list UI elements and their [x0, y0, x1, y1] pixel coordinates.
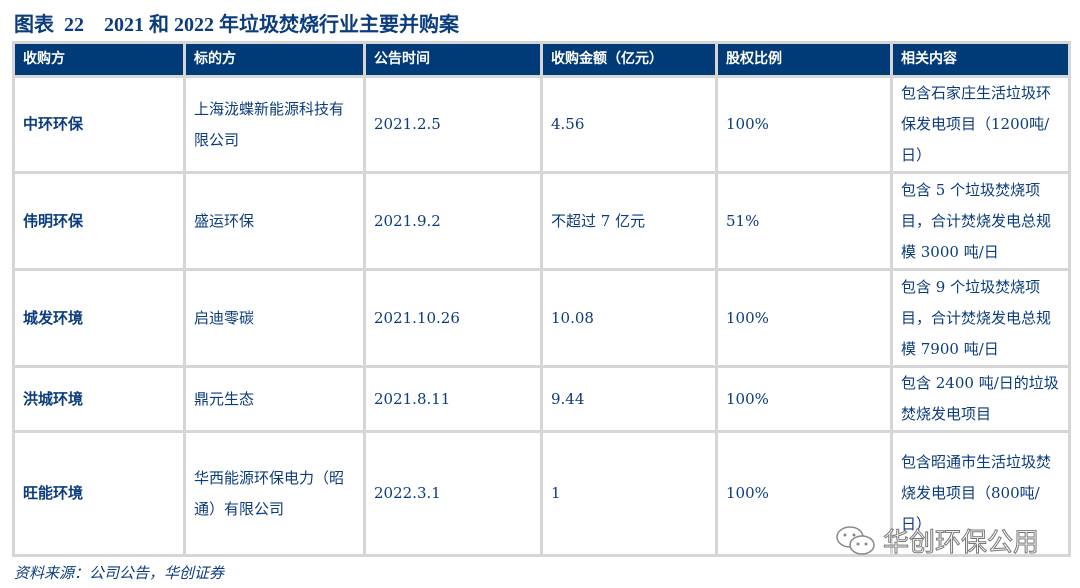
header-content: 相关内容: [890, 41, 1071, 78]
table-row: 旺能环境 华西能源环保电力（昭通）有限公司 2022.3.1 1 100% 包含昭通市生活…: [12, 430, 1071, 557]
header-equity: 股权比例: [715, 41, 893, 78]
header-target: 标的方: [183, 41, 366, 78]
cell-acquirer: 洪城环境: [12, 365, 186, 433]
cell-acquirer: 旺能环境: [12, 430, 186, 557]
cell-amount: 4.56: [540, 75, 718, 174]
cell-content: 包含昭通市生活垃圾焚烧发电项目（800吨/日）: [890, 430, 1071, 557]
cell-target: 华西能源环保电力（昭通）有限公司: [183, 430, 366, 557]
table-row: 伟明环保 盛运环保 2021.9.2 不超过 7 亿元 51% 包含 5 个垃圾焚烧项目，…: [12, 171, 1071, 271]
cell-date: 2021.2.5: [363, 75, 543, 174]
cell-acquirer: 伟明环保: [12, 171, 186, 271]
header-amount: 收购金额（亿元）: [540, 41, 718, 78]
mergers-table: 收购方 标的方 公告时间 收购金额（亿元） 股权比例 相关内容 中环环保 上海泷蝶…: [12, 41, 1071, 557]
source-note: 资料来源：公司公告，华创证券: [14, 564, 225, 582]
table-header: 收购方 标的方 公告时间 收购金额（亿元） 股权比例 相关内容: [12, 41, 1071, 78]
watermark-text: 华创环保公用: [882, 528, 1040, 559]
cell-equity: 100%: [715, 75, 893, 174]
watermark-logo: 华创环保公用: [835, 522, 1040, 559]
cell-content: 包含 5 个垃圾焚烧项目，合计焚烧发电总规模 3000 吨/日: [890, 171, 1071, 271]
cell-target: 盛运环保: [183, 171, 366, 271]
cell-target: 鼎元生态: [183, 365, 366, 433]
cell-amount: 9.44: [540, 365, 718, 433]
figure-title: 图表 22 2021 和 2022 年垃圾焚烧行业主要并购案: [14, 14, 459, 36]
cell-target: 启迪零碳: [183, 268, 366, 368]
table-row: 中环环保 上海泷蝶新能源科技有限公司 2021.2.5 4.56 100% 包含石家庄生活…: [12, 75, 1071, 174]
cell-date: 2021.10.26: [363, 268, 543, 368]
table-row: 洪城环境 鼎元生态 2021.8.11 9.44 100% 包含 2400 吨/日的垃圾焚…: [12, 365, 1071, 433]
header-acquirer: 收购方: [12, 41, 186, 78]
cell-amount: 不超过 7 亿元: [540, 171, 718, 271]
wechat-icon: [836, 525, 875, 555]
cell-amount: 1: [540, 430, 718, 557]
cell-acquirer: 中环环保: [12, 75, 186, 174]
cell-amount: 10.08: [540, 268, 718, 368]
cell-content: 包含 9 个垃圾焚烧项目，合计焚烧发电总规模 7900 吨/日: [890, 268, 1071, 368]
cell-content: 包含 2400 吨/日的垃圾焚烧发电项目: [890, 365, 1071, 433]
cell-equity: 100%: [715, 268, 893, 368]
cell-date: 2022.3.1: [363, 430, 543, 557]
cell-date: 2021.9.2: [363, 171, 543, 271]
cell-acquirer: 城发环境: [12, 268, 186, 368]
cell-equity: 100%: [715, 365, 893, 433]
cell-content: 包含石家庄生活垃圾环保发电项目（1200吨/日）: [890, 75, 1071, 174]
cell-date: 2021.8.11: [363, 365, 543, 433]
cell-equity: 51%: [715, 171, 893, 271]
cell-target: 上海泷蝶新能源科技有限公司: [183, 75, 366, 174]
header-date: 公告时间: [363, 41, 543, 78]
table-row: 城发环境 启迪零碳 2021.10.26 10.08 100% 包含 9 个垃圾焚烧项目，…: [12, 268, 1071, 368]
